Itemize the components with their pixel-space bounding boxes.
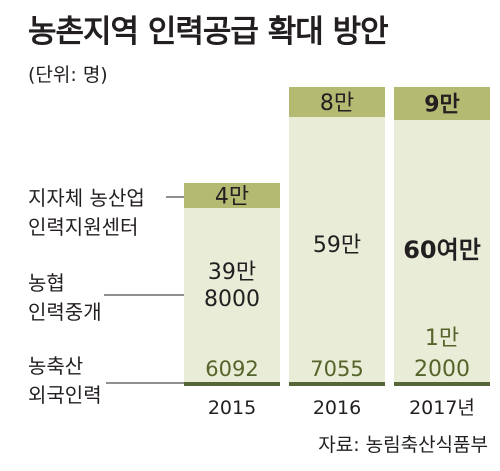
legend-label: 인력지원센터 bbox=[28, 215, 138, 239]
data-label-middle: 8000 bbox=[204, 287, 260, 312]
bar-segment-bottom bbox=[289, 382, 385, 386]
bar-segment-middle bbox=[184, 208, 280, 382]
legend-label: 인력중개 bbox=[28, 300, 102, 324]
bar-segment-middle bbox=[289, 117, 385, 382]
bar-segment-top bbox=[184, 183, 280, 208]
data-label-bottom: 7055 bbox=[310, 357, 363, 381]
legend-label: 농협 bbox=[28, 271, 65, 295]
source-note: 자료: 농림축산식품부 bbox=[318, 434, 488, 456]
data-label-middle: 39만 bbox=[208, 260, 256, 285]
bar-segment-bottom bbox=[394, 382, 490, 386]
x-tick-label: 2016 bbox=[313, 397, 361, 419]
unit-label: (단위: 명) bbox=[28, 64, 108, 86]
bar-segment-bottom bbox=[184, 382, 280, 386]
data-label-bottom: 2000 bbox=[414, 357, 470, 382]
data-label-middle: 59만 bbox=[313, 233, 361, 258]
bar-segment-top bbox=[394, 87, 490, 120]
data-label-bottom: 1만 bbox=[425, 326, 459, 351]
data-label-middle: 60여만 bbox=[403, 236, 481, 264]
x-tick-label: 2017년 bbox=[409, 397, 475, 419]
data-label-bottom: 6092 bbox=[205, 357, 258, 381]
x-axis-labels: 2015 2016 2017년 bbox=[208, 397, 475, 419]
legend-label: 농축산 bbox=[28, 354, 83, 378]
legend-label: 외국인력 bbox=[28, 383, 102, 407]
x-tick-label: 2015 bbox=[208, 397, 256, 419]
data-label-top: 8만 bbox=[320, 91, 354, 116]
chart-title: 농촌지역 인력공급 확대 방안 bbox=[28, 14, 389, 50]
bar-segment-top bbox=[289, 87, 385, 117]
data-label-top: 9만 bbox=[424, 93, 460, 118]
data-label-top: 4만 bbox=[215, 185, 249, 210]
legend-label: 지자체 농산업 bbox=[28, 186, 145, 210]
bar-segment-middle bbox=[394, 120, 490, 382]
